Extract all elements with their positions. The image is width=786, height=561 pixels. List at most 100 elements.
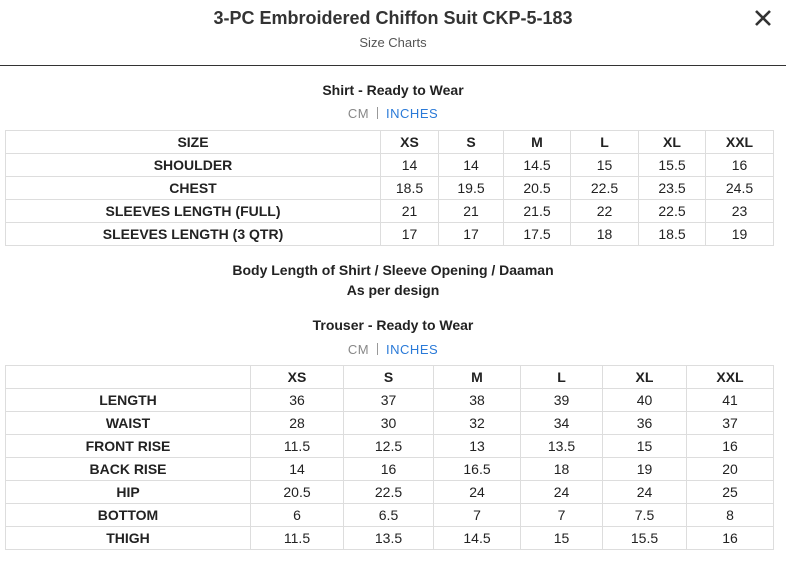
cell: 30: [343, 411, 434, 435]
row-label: BACK RISE: [5, 457, 251, 481]
table-row: THIGH 11.5 13.5 14.5 15 15.5 16: [5, 526, 774, 550]
cell: 22.5: [343, 480, 434, 504]
cell: 18: [570, 222, 639, 246]
cell: 22.5: [570, 176, 639, 200]
table-row: BOTTOM 6 6.5 7 7 7.5 8: [5, 503, 774, 527]
header-cell: S: [438, 130, 504, 154]
cell: 17: [438, 222, 504, 246]
cell: 7: [433, 503, 521, 527]
cell: 25: [686, 480, 774, 504]
cell: 16: [686, 526, 774, 550]
cell: 13.5: [520, 434, 603, 458]
cell: 23: [705, 199, 774, 223]
cell: 11.5: [250, 526, 344, 550]
cell: 16: [686, 434, 774, 458]
cell: 17: [380, 222, 439, 246]
cell: 8: [686, 503, 774, 527]
cell: 24: [602, 480, 687, 504]
cell: 23.5: [638, 176, 706, 200]
cell: 15: [520, 526, 603, 550]
row-label: HIP: [5, 480, 251, 504]
cell: 18.5: [380, 176, 439, 200]
cell: 16: [705, 153, 774, 177]
cell: 22: [570, 199, 639, 223]
cell: 34: [520, 411, 603, 435]
cell: 21: [380, 199, 439, 223]
cell: 21.5: [503, 199, 571, 223]
cell: 37: [686, 411, 774, 435]
cell: 38: [433, 388, 521, 412]
section-title: Shirt - Ready to Wear: [322, 82, 464, 98]
header-cell: S: [343, 365, 434, 389]
unit-option[interactable]: CM: [347, 342, 370, 357]
row-label: THIGH: [5, 526, 251, 550]
separator: [377, 107, 379, 119]
table-row: LENGTH 36 37 38 39 40 41: [5, 388, 774, 412]
cell: 37: [343, 388, 434, 412]
header-cell: XL: [602, 365, 687, 389]
table-row: CHEST 18.5 19.5 20.5 22.5 23.5 24.5: [5, 176, 774, 200]
cell: 6.5: [343, 503, 434, 527]
table-row: BACK RISE 14 16 16.5 18 19 20: [5, 457, 774, 481]
cell: 7: [520, 503, 603, 527]
cell: 14: [438, 153, 504, 177]
close-button[interactable]: [754, 9, 772, 27]
header-cell: L: [520, 365, 603, 389]
cell: 14: [380, 153, 439, 177]
cell: 28: [250, 411, 344, 435]
row-label: WAIST: [5, 411, 251, 435]
cell: 11.5: [250, 434, 344, 458]
cell: 13: [433, 434, 521, 458]
section-title: Trouser - Ready to Wear: [312, 317, 474, 333]
header-cell: M: [503, 130, 571, 154]
shirt-table: SIZE XS S M L XL XXL SHOULDER 14 14 14.5 15 15.5 16 CH…: [5, 130, 774, 246]
row-label: SLEEVES LENGTH (3 QTR): [5, 222, 381, 246]
cell: 19: [602, 457, 687, 481]
cell: 15.5: [638, 153, 706, 177]
unit-option[interactable]: INCHES: [386, 342, 439, 357]
row-label: SLEEVES LENGTH (FULL): [5, 199, 381, 223]
header-cell: XS: [250, 365, 344, 389]
cell: 16.5: [433, 457, 521, 481]
cell: 18: [520, 457, 603, 481]
cell: 19.5: [438, 176, 504, 200]
header-cell: XXL: [686, 365, 774, 389]
unit-option[interactable]: INCHES: [386, 106, 439, 121]
cell: 14: [250, 457, 344, 481]
cell: 13.5: [343, 526, 434, 550]
cell: 20.5: [250, 480, 344, 504]
cell: 17.5: [503, 222, 571, 246]
row-label: FRONT RISE: [5, 434, 251, 458]
separator: [377, 343, 379, 355]
header-cell: [5, 365, 251, 389]
cell: 16: [343, 457, 434, 481]
header-row: XS S M L XL XXL: [5, 365, 774, 389]
cell: 22.5: [638, 199, 706, 223]
cell: 36: [250, 388, 344, 412]
header-row: SIZE XS S M L XL XXL: [5, 130, 774, 154]
cell: 19: [705, 222, 774, 246]
cell: 15: [602, 434, 687, 458]
table-row: SLEEVES LENGTH (FULL) 21 21 21.5 22 22.5 23: [5, 199, 774, 223]
unit-option[interactable]: CM: [347, 106, 370, 121]
table-row: SLEEVES LENGTH (3 QTR) 17 17 17.5 18 18.5 19: [5, 222, 774, 246]
subtitle: Size Charts: [359, 35, 427, 50]
cell: 14.5: [503, 153, 571, 177]
cell: 32: [433, 411, 521, 435]
cell: 36: [602, 411, 687, 435]
header-cell: L: [570, 130, 639, 154]
row-label: LENGTH: [5, 388, 251, 412]
header-cell: SIZE: [5, 130, 381, 154]
table-row: SHOULDER 14 14 14.5 15 15.5 16: [5, 153, 774, 177]
table-row: FRONT RISE 11.5 12.5 13 13.5 15 16: [5, 434, 774, 458]
table-row: HIP 20.5 22.5 24 24 24 25: [5, 480, 774, 504]
cell: 24.5: [705, 176, 774, 200]
cell: 40: [602, 388, 687, 412]
title: 3-PC Embroidered Chiffon Suit CKP-5-183: [213, 8, 573, 28]
note: As per design: [346, 282, 440, 298]
cell: 6: [250, 503, 344, 527]
divider: [0, 65, 786, 66]
cell: 21: [438, 199, 504, 223]
row-label: SHOULDER: [5, 153, 381, 177]
